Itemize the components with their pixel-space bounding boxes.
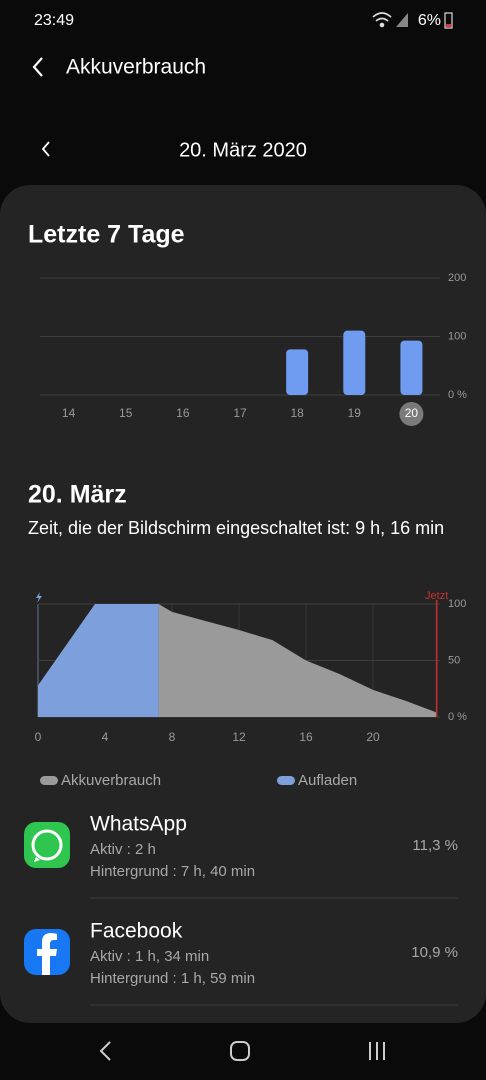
legend-swatch [40,776,58,785]
y-tick-label: 100 [448,598,466,610]
x-tick-label: 16 [299,730,313,744]
selected-day [399,402,424,426]
app-background: Hintergrund : 7 h, 40 min [90,863,255,880]
x-tick-label: 16 [176,406,190,420]
x-tick-label: 17 [233,406,247,420]
battery: 6% [418,12,441,29]
header-title: Akkuverbrauch [66,56,206,79]
facebook-icon [24,929,70,975]
now-label: Jetzt [425,590,448,602]
bar [286,349,309,395]
y-tick-label: 0 % [448,389,467,401]
app-percent: 11,3 % [412,837,458,854]
legend-label: Akkuverbrauch [61,772,161,789]
status-icons [372,12,453,29]
date: 20. März 2020 [179,139,307,161]
app-name: WhatsApp [90,813,187,836]
nav-home[interactable] [230,1041,250,1061]
x-tick-label: 0 [35,730,42,744]
area [38,604,159,717]
x-tick-label: 18 [290,406,304,420]
x-tick-label: 19 [348,406,362,420]
x-tick-label: 14 [62,406,76,420]
nav-recent[interactable] [369,1042,385,1060]
bar [400,340,423,395]
y-tick-label: 50 [448,654,460,666]
prev-date[interactable] [41,141,50,157]
app-active: Aktiv : 2 h [90,841,156,858]
legend-label: Aufladen [298,772,357,789]
x-tick-label: 8 [169,730,176,744]
x-tick-label: 4 [102,730,109,744]
legend-swatch [277,776,295,785]
x-tick-label: 12 [232,730,246,744]
app-name: Facebook [90,920,183,943]
back-button[interactable] [32,57,43,77]
bar [343,330,366,395]
area [158,604,437,717]
section-title: 20. März [28,481,127,509]
x-tick-label: 15 [119,406,133,420]
section-title: Letzte 7 Tage [28,221,185,249]
nav-back[interactable] [99,1041,111,1061]
y-tick-label: 200 [448,272,466,284]
y-tick-label: 100 [448,330,466,342]
app-percent: 10,9 % [411,944,458,961]
screen-time: Zeit, die der Bildschirm eingeschaltet i… [28,518,445,538]
app-background: Hintergrund : 1 h, 59 min [90,970,255,987]
x-tick-label: 20 [366,730,380,744]
whatsapp-icon [24,822,70,868]
app-active: Aktiv : 1 h, 34 min [90,948,209,965]
charge-icon [36,592,42,603]
y-tick-label: 0 % [448,711,467,723]
nav-bar [99,1041,385,1061]
x-tick-label: 20 [405,406,419,420]
time: 23:49 [34,12,74,29]
